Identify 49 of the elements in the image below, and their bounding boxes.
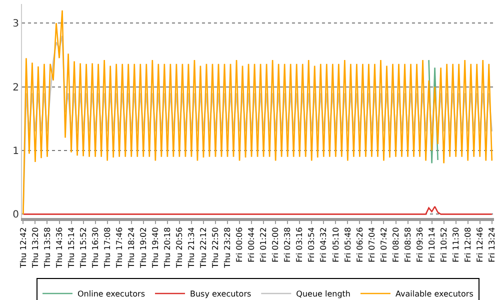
x-tick-label: Fri 06:26 [355,227,364,262]
x-tick-label: Thu 22:50 [211,227,220,269]
x-tick-label: Fri 03:16 [295,227,304,262]
x-tick-label: Thu 21:34 [187,227,196,269]
x-tick-label: Fri 01:22 [259,227,268,262]
x-tick-label: Fri 00:44 [247,227,256,262]
legend-label: Available executors [395,290,474,299]
x-tick-label: Thu 15:14 [66,227,76,269]
x-tick-label: Fri 07:04 [367,227,376,262]
x-tick-label: Fri 00:06 [235,227,244,262]
x-tick-label: Fri 07:42 [379,227,388,262]
x-tick-label: Thu 20:56 [175,227,184,269]
x-tick-label: Fri 05:48 [343,227,352,262]
x-tick-label: Thu 15:52 [78,227,88,269]
x-tick-label: Fri 04:32 [319,227,328,262]
y-tick-label: 1 [12,146,19,157]
x-tick-label: Fri 05:10 [331,227,340,262]
x-tick-label: Thu 17:46 [114,227,124,269]
x-tick-label: Thu 18:24 [126,227,136,269]
x-tick-label: Fri 08:58 [403,227,412,262]
x-tick-label: Thu 22:12 [199,227,208,269]
x-tick-label: Fri 02:38 [283,227,292,262]
x-tick-label: Fri 11:30 [451,227,460,262]
legend-label: Queue length [296,290,350,299]
x-tick-label: Fri 12:08 [463,227,472,262]
x-tick-label: Fri 02:00 [271,227,280,262]
x-tick-label: Thu 12:42 [18,227,28,269]
x-tick-label: Thu 19:02 [138,227,148,269]
x-tick-label: Thu 13:20 [30,227,40,269]
line-series [22,206,493,215]
x-tick-label: Fri 10:52 [439,227,448,262]
x-tick-label: Thu 13:58 [42,227,52,269]
x-tick-label: Fri 10:14 [427,227,436,262]
legend-label: Busy executors [190,290,252,299]
x-tick-label: Fri 08:20 [391,227,400,262]
x-tick-label: Thu 23:28 [223,227,232,269]
x-tick-label: Thu 14:36 [54,227,64,269]
legend-label: Online executors [78,290,145,299]
x-tick-label: Fri 09:36 [415,227,424,262]
y-tick-label: 2 [12,82,19,94]
x-tick-label: Thu 20:18 [163,227,172,269]
x-tick-label: Fri 03:54 [307,227,316,262]
x-tick-label: Thu 19:40 [151,227,160,269]
x-tick-label: Fri 13:24 [488,227,496,262]
x-tick-label: Fri 12:46 [475,227,484,262]
y-tick-label: 3 [12,18,19,30]
x-tick-label: Thu 17:08 [102,227,112,269]
x-tick-label: Thu 16:30 [90,227,100,269]
y-tick-label: 0 [12,210,19,221]
